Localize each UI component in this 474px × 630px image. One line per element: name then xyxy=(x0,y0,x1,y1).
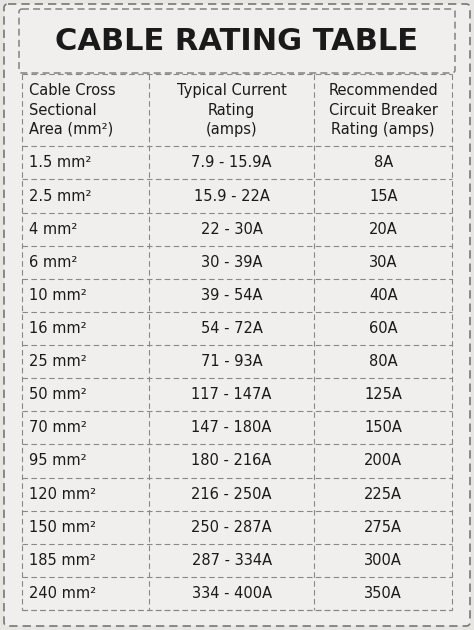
Text: Recommended
Circuit Breaker
Rating (amps): Recommended Circuit Breaker Rating (amps… xyxy=(328,84,438,137)
Text: 287 - 334A: 287 - 334A xyxy=(191,553,272,568)
Text: 7.9 - 15.9A: 7.9 - 15.9A xyxy=(191,156,272,171)
Text: 95 mm²: 95 mm² xyxy=(29,454,87,469)
Text: 334 - 400A: 334 - 400A xyxy=(191,586,272,601)
Text: 80A: 80A xyxy=(369,354,398,369)
Text: 10 mm²: 10 mm² xyxy=(29,288,87,303)
Text: 71 - 93A: 71 - 93A xyxy=(201,354,263,369)
Text: 15A: 15A xyxy=(369,188,398,203)
Text: 240 mm²: 240 mm² xyxy=(29,586,96,601)
Text: CABLE RATING TABLE: CABLE RATING TABLE xyxy=(55,26,419,55)
Text: 150 mm²: 150 mm² xyxy=(29,520,96,535)
Text: 4 mm²: 4 mm² xyxy=(29,222,77,237)
Text: 120 mm²: 120 mm² xyxy=(29,486,96,501)
Text: 25 mm²: 25 mm² xyxy=(29,354,87,369)
Text: 216 - 250A: 216 - 250A xyxy=(191,486,272,501)
Text: 150A: 150A xyxy=(364,420,402,435)
Text: 200A: 200A xyxy=(364,454,402,469)
Text: 275A: 275A xyxy=(364,520,402,535)
Text: 350A: 350A xyxy=(365,586,402,601)
Text: 185 mm²: 185 mm² xyxy=(29,553,96,568)
Text: 147 - 180A: 147 - 180A xyxy=(191,420,272,435)
Text: 125A: 125A xyxy=(364,387,402,402)
Text: 60A: 60A xyxy=(369,321,398,336)
Text: 30A: 30A xyxy=(369,255,398,270)
Text: 16 mm²: 16 mm² xyxy=(29,321,87,336)
Text: 117 - 147A: 117 - 147A xyxy=(191,387,272,402)
Text: 6 mm²: 6 mm² xyxy=(29,255,77,270)
Text: 15.9 - 22A: 15.9 - 22A xyxy=(194,188,270,203)
Text: 70 mm²: 70 mm² xyxy=(29,420,87,435)
Text: 54 - 72A: 54 - 72A xyxy=(201,321,263,336)
FancyBboxPatch shape xyxy=(4,4,470,626)
Text: 2.5 mm²: 2.5 mm² xyxy=(29,188,91,203)
Text: 20A: 20A xyxy=(369,222,398,237)
Text: 225A: 225A xyxy=(364,486,402,501)
Text: Cable Cross
Sectional
Area (mm²): Cable Cross Sectional Area (mm²) xyxy=(29,84,116,137)
Text: 50 mm²: 50 mm² xyxy=(29,387,87,402)
Text: 22 - 30A: 22 - 30A xyxy=(201,222,263,237)
Text: 40A: 40A xyxy=(369,288,398,303)
Text: 180 - 216A: 180 - 216A xyxy=(191,454,272,469)
FancyBboxPatch shape xyxy=(19,9,455,73)
Text: 1.5 mm²: 1.5 mm² xyxy=(29,156,91,171)
Text: 300A: 300A xyxy=(364,553,402,568)
Text: Typical Current
Rating
(amps): Typical Current Rating (amps) xyxy=(177,84,287,137)
Text: 39 - 54A: 39 - 54A xyxy=(201,288,263,303)
Text: 8A: 8A xyxy=(374,156,393,171)
Text: 250 - 287A: 250 - 287A xyxy=(191,520,272,535)
Text: 30 - 39A: 30 - 39A xyxy=(201,255,263,270)
